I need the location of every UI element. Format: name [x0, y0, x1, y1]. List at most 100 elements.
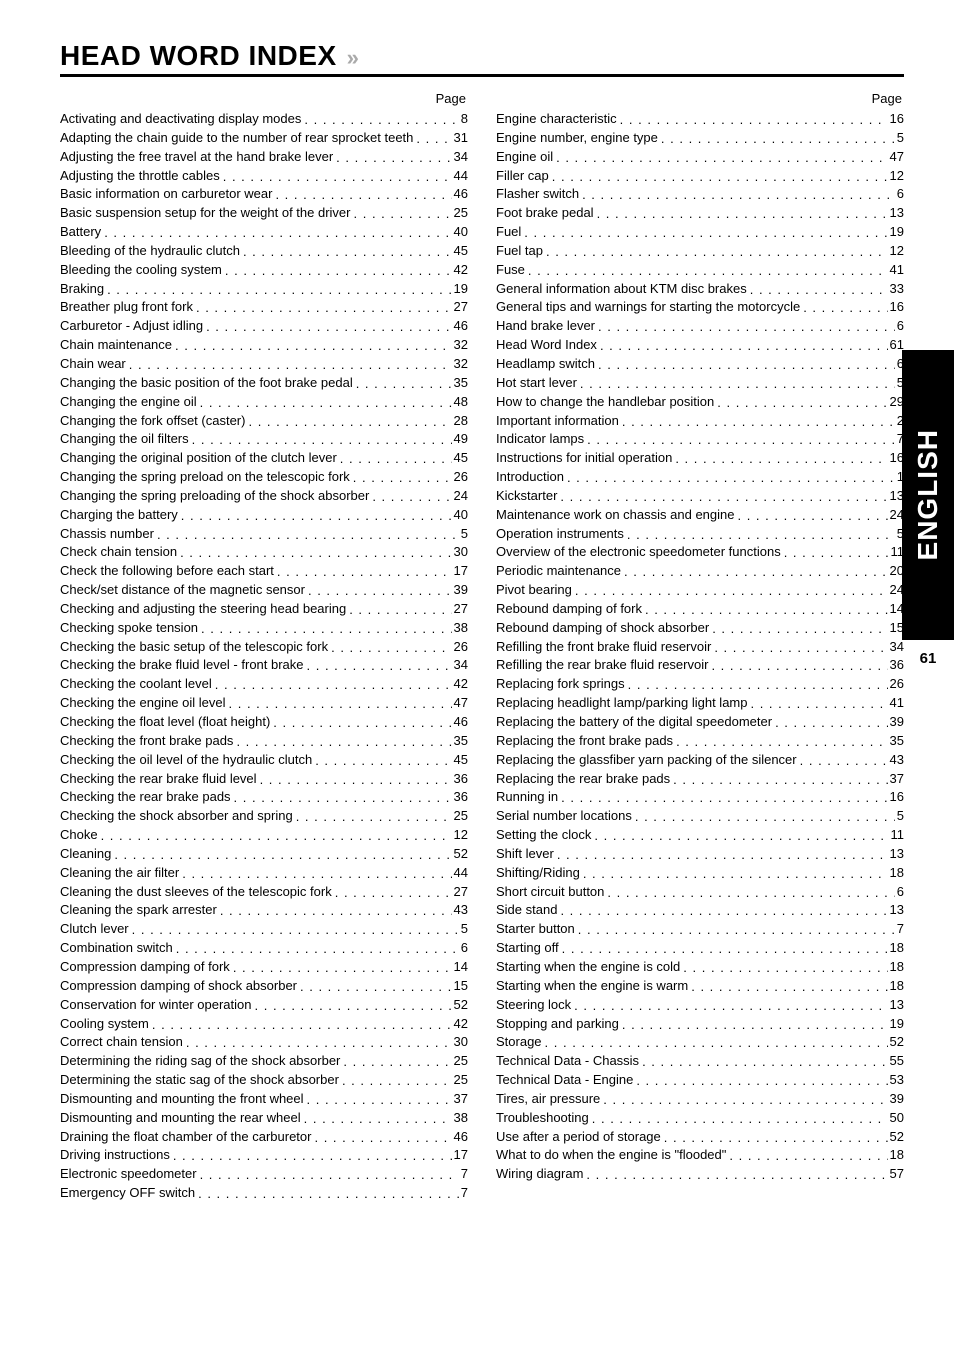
leader-dots: [617, 111, 888, 129]
index-entry-page: 18: [888, 958, 904, 977]
leader-dots: [747, 695, 887, 713]
leader-dots: [579, 186, 895, 204]
index-entry-page: 12: [452, 826, 468, 845]
index-entry: Check chain tension30: [60, 543, 468, 562]
index-entry-label: Shift lever: [496, 845, 554, 864]
index-entry: Starter button7: [496, 920, 904, 939]
index-entry: Running in16: [496, 788, 904, 807]
leader-dots: [333, 149, 451, 167]
index-entry-page: 39: [888, 1090, 904, 1109]
index-entry-page: 18: [888, 864, 904, 883]
index-entry-label: Adjusting the throttle cables: [60, 167, 220, 186]
leader-dots: [245, 413, 451, 431]
index-entry-label: Bleeding of the hydraulic clutch: [60, 242, 240, 261]
index-entry: Determining the riding sag of the shock …: [60, 1052, 468, 1071]
leader-dots: [340, 1053, 451, 1071]
index-entry-label: Checking the rear brake pads: [60, 788, 231, 807]
index-entry-page: 41: [888, 694, 904, 713]
leader-dots: [577, 375, 895, 393]
index-entry: Wiring diagram 57: [496, 1165, 904, 1184]
index-entry-page: 45: [452, 751, 468, 770]
index-entry-page: 6: [459, 939, 468, 958]
index-entry-page: 34: [452, 148, 468, 167]
index-entry: Cleaning the spark arrester43: [60, 901, 468, 920]
leader-dots: [220, 168, 452, 186]
index-entry: Rebound damping of fork14: [496, 600, 904, 619]
index-entry-label: Changing the spring preloading of the sh…: [60, 487, 369, 506]
leader-dots: [274, 563, 452, 581]
index-entry: Starting when the engine is cold 18: [496, 958, 904, 977]
index-entry-page: 35: [452, 374, 468, 393]
index-entry-label: Compression damping of fork: [60, 958, 230, 977]
leader-dots: [672, 450, 887, 468]
index-entry: Checking the shock absorber and spring25: [60, 807, 468, 826]
index-entry-page: 16: [888, 788, 904, 807]
index-entry-label: Cleaning: [60, 845, 111, 864]
index-entry: Breather plug front fork27: [60, 298, 468, 317]
leader-dots: [413, 130, 451, 148]
index-entry: What to do when the engine is "flooded"1…: [496, 1146, 904, 1165]
index-column-left: Page Activating and deactivating display…: [60, 91, 468, 1203]
leader-dots: [597, 337, 888, 355]
index-entry-label: What to do when the engine is "flooded": [496, 1146, 726, 1165]
index-entry-page: 46: [452, 185, 468, 204]
side-tab: ENGLISH: [902, 350, 954, 640]
index-entry-page: 44: [452, 167, 468, 186]
index-entry-page: 25: [452, 1052, 468, 1071]
index-entry: Hot start lever5: [496, 374, 904, 393]
index-entry-page: 28: [452, 412, 468, 431]
index-entry-label: Dismounting and mounting the front wheel: [60, 1090, 304, 1109]
index-entry-label: Starting when the engine is cold: [496, 958, 680, 977]
leader-dots: [800, 299, 887, 317]
title-row: HEAD WORD INDEX »: [60, 40, 904, 77]
index-entry: Starting when the engine is warm18: [496, 977, 904, 996]
index-entry: Checking the engine oil level47: [60, 694, 468, 713]
index-entry-page: 16: [888, 298, 904, 317]
leader-dots: [709, 620, 887, 638]
index-entry: Refilling the rear brake fluid reservoir…: [496, 656, 904, 675]
index-entry-label: Wiring diagram: [496, 1165, 583, 1184]
index-entry: Setting the clock11: [496, 826, 904, 845]
index-entry-label: Overview of the electronic speedometer f…: [496, 543, 781, 562]
index-entry-label: Checking the rear brake fluid level: [60, 770, 257, 789]
index-entry-label: Fuse: [496, 261, 525, 280]
leader-dots: [604, 884, 894, 902]
index-entry-page: 52: [452, 845, 468, 864]
index-entry-page: 11: [889, 826, 905, 845]
leader-dots: [658, 130, 895, 148]
leader-dots: [639, 1053, 887, 1071]
index-entry-page: 57: [888, 1165, 904, 1184]
index-entry-label: Electronic speedometer: [60, 1165, 197, 1184]
index-entry-page: 45: [452, 449, 468, 468]
index-entry-page: 34: [452, 656, 468, 675]
index-entry-label: Braking: [60, 280, 104, 299]
index-entry: Changing the spring preload on the teles…: [60, 468, 468, 487]
index-entry-label: Headlamp switch: [496, 355, 595, 374]
leader-dots: [688, 978, 887, 996]
index-entry-page: 13: [888, 996, 904, 1015]
index-entry-page: 5: [895, 807, 904, 826]
index-entry-page: 36: [452, 788, 468, 807]
index-entry-label: How to change the handlebar position: [496, 393, 714, 412]
index-entry-label: Technical Data - Chassis: [496, 1052, 639, 1071]
leader-dots: [589, 1110, 888, 1128]
index-entry-label: Breather plug front fork: [60, 298, 193, 317]
index-entry: Periodic maintenance20: [496, 562, 904, 581]
index-entry-page: 13: [888, 845, 904, 864]
index-entry: Check/set distance of the magnetic senso…: [60, 581, 468, 600]
index-entry-page: 18: [888, 977, 904, 996]
leader-dots: [353, 375, 452, 393]
leader-dots: [305, 582, 452, 600]
leader-dots: [170, 1147, 452, 1165]
index-entry-page: 35: [452, 732, 468, 751]
index-entry: Tires, air pressure39: [496, 1090, 904, 1109]
leader-dots: [328, 639, 451, 657]
leader-dots: [183, 1034, 452, 1052]
leader-dots: [104, 281, 451, 299]
index-entry-page: 32: [452, 336, 468, 355]
index-entry-label: Troubleshooting: [496, 1109, 589, 1128]
leader-dots: [642, 601, 888, 619]
index-entry-page: 49: [452, 430, 468, 449]
index-entry-page: 38: [452, 1109, 468, 1128]
index-entry-label: Side stand: [496, 901, 557, 920]
